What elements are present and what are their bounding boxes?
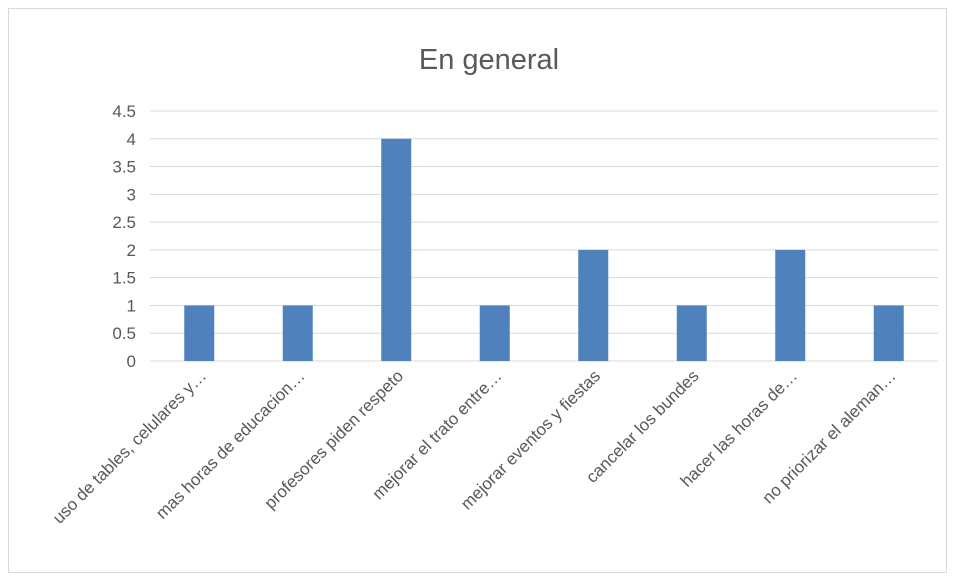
x-axis-labels: uso de tables, celulares y…mas horas de …	[49, 366, 900, 527]
x-category-label: uso de tables, celulares y…	[49, 366, 210, 527]
y-tick-label: 4.5	[112, 102, 136, 121]
y-tick-label: 3	[127, 185, 136, 204]
y-tick-label: 0	[127, 352, 136, 371]
y-tick-label: 1	[127, 296, 136, 315]
chart-title: En general	[419, 44, 559, 76]
bar	[873, 305, 904, 361]
y-tick-label: 2	[127, 241, 136, 260]
y-tick-label: 2.5	[112, 213, 136, 232]
y-tick-label: 4	[127, 130, 136, 149]
bar	[184, 305, 215, 361]
bar	[578, 249, 609, 361]
y-tick-label: 1.5	[112, 269, 136, 288]
bar	[479, 305, 510, 361]
y-axis-ticks: 0 0.5 1 1.5 2 2.5 3 3.5 4 4.5	[112, 102, 136, 371]
chart-frame: En general 0 0.5 1 1.5 2 2.5 3 3.5 4 4.5 uso de t…	[8, 8, 947, 573]
y-tick-label: 0.5	[112, 324, 136, 343]
bar-chart: En general 0 0.5 1 1.5 2 2.5 3 3.5 4 4.5 uso de t…	[49, 44, 938, 528]
bar	[381, 138, 412, 361]
bar	[676, 305, 707, 361]
bar	[775, 249, 806, 361]
y-tick-label: 3.5	[112, 158, 136, 177]
bar	[282, 305, 313, 361]
bars	[184, 138, 904, 361]
grid-lines	[150, 110, 938, 362]
